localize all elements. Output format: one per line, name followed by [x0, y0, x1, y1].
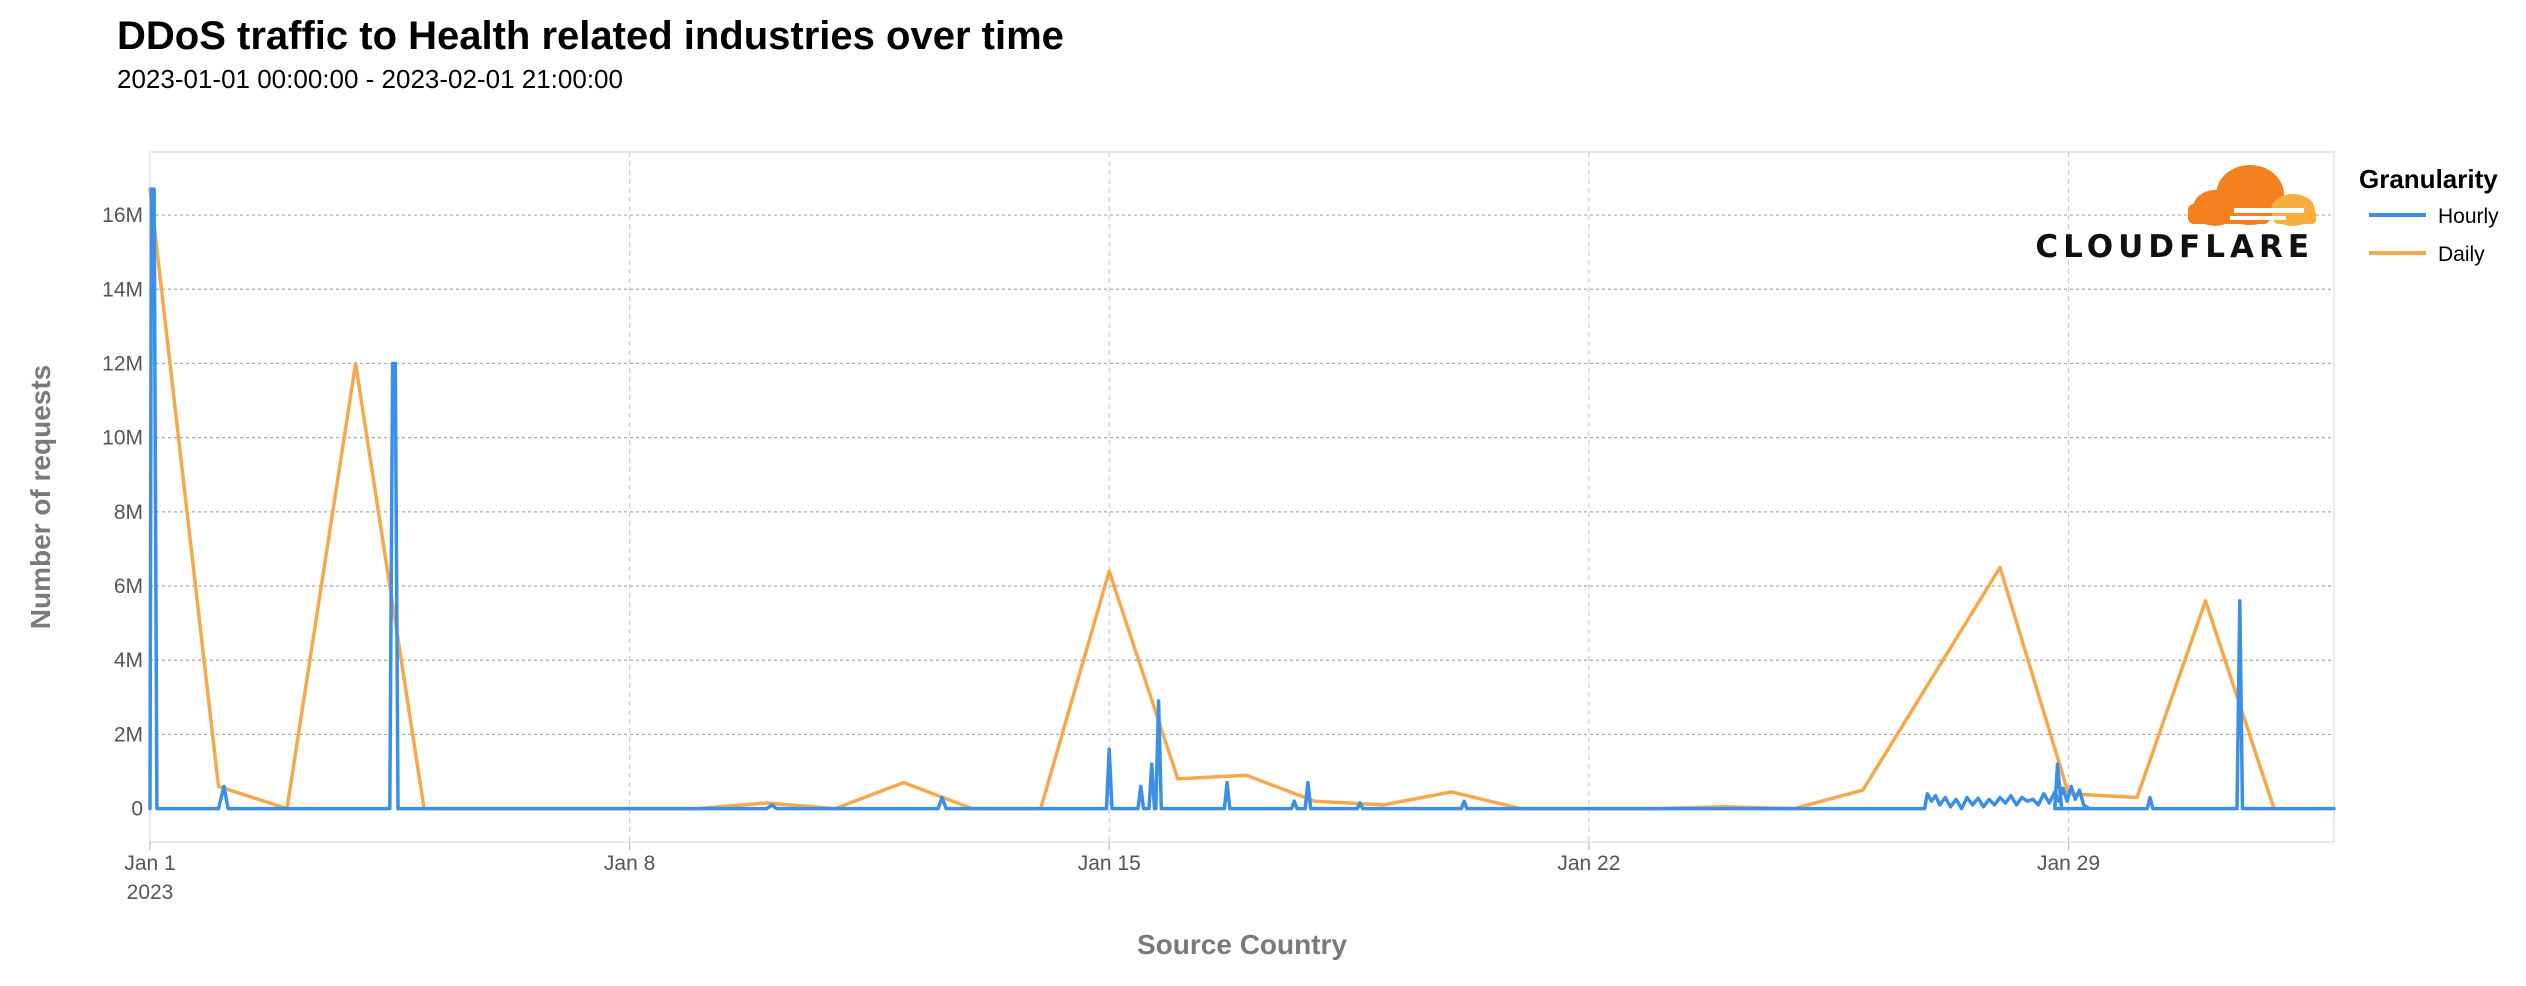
y-tick-label: 0: [131, 798, 143, 821]
y-tick-label: 14M: [102, 278, 143, 301]
legend-title: Granularity: [2359, 164, 2498, 194]
legend-label-daily: Daily: [2438, 243, 2485, 266]
grid-layer: [149, 152, 2334, 850]
x-tick-label: Jan 29: [2037, 852, 2100, 875]
y-tick-label: 8M: [114, 501, 143, 524]
legend-item-hourly[interactable]: Hourly: [2369, 205, 2499, 228]
cloudflare-wordmark: CLOUDFLARE: [2035, 229, 2314, 265]
x-tick-label: Jan 15: [1078, 852, 1141, 875]
y-tick-label: 6M: [114, 575, 143, 598]
legend: Granularity Hourly Daily: [2359, 164, 2499, 266]
y-tick-label: 4M: [114, 649, 143, 672]
legend-label-hourly: Hourly: [2438, 205, 2499, 228]
x-tick-label: Jan 1: [124, 852, 175, 875]
x-tick-sublabel: 2023: [127, 881, 174, 904]
y-tick-label: 10M: [102, 427, 143, 450]
legend-item-daily[interactable]: Daily: [2369, 243, 2485, 266]
plot-frame: [149, 151, 2335, 843]
x-axis-title: Source Country: [1137, 929, 1347, 960]
series-line-daily: [148, 187, 2276, 811]
y-tick-label: 12M: [102, 352, 143, 375]
y-tick-layer: 0 2M 4M 6M 8M 10M 12M 14M 16M: [102, 204, 143, 821]
x-tick-layer: Jan 1 2023 Jan 8 Jan 15 Jan 22 Jan 29: [124, 852, 2100, 904]
cloud-icon: [2188, 165, 2316, 226]
chart-subtitle: 2023-01-01 00:00:00 - 2023-02-01 21:00:0…: [117, 64, 623, 94]
series-line-hourly: [148, 187, 2336, 811]
x-tick-label: Jan 8: [604, 852, 655, 875]
y-tick-label: 2M: [114, 723, 143, 746]
y-tick-label: 16M: [102, 204, 143, 227]
chart-title: DDoS traffic to Health related industrie…: [117, 14, 1064, 58]
y-axis-title: Number of requests: [25, 365, 56, 630]
series-layer: [148, 187, 2336, 811]
cloudflare-logo: CLOUDFLARE: [2035, 165, 2316, 265]
x-tick-label: Jan 22: [1557, 852, 1620, 875]
